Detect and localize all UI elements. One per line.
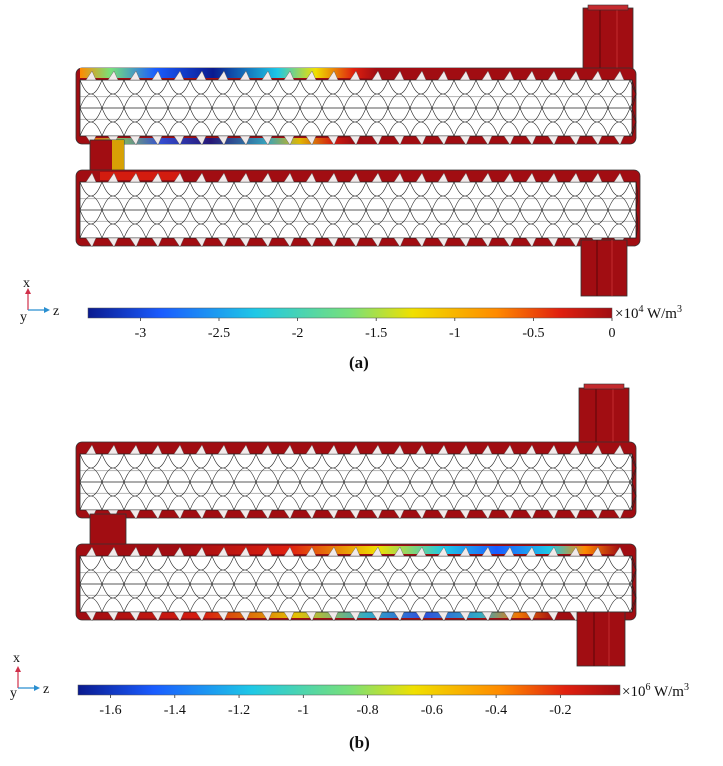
- colorbar-tick-label: 0: [609, 326, 616, 341]
- axis-triad-a: x y z: [20, 276, 59, 325]
- colorbar-tick-label: -1: [297, 703, 309, 718]
- colorbar-tick-label: -1.5: [365, 326, 387, 341]
- colorbar-unit-a: ×104 W/m3: [615, 304, 682, 322]
- colorbar-tick-label: -1.4: [164, 703, 186, 718]
- colorbar-a: -3 -2.5 -2 -1.5 -1 -0.5 0 ×104 W/m3: [87, 304, 682, 341]
- axis-y-label: y: [20, 310, 27, 325]
- colorbar-tick-label: -1: [449, 326, 461, 341]
- axis-x-label: x: [23, 276, 30, 291]
- colorbar-ticks-b: -1.6 -1.4 -1.2 -1 -0.8 -0.6 -0.4 -0.2: [99, 695, 571, 718]
- inlet-pipe-a: [580, 239, 628, 297]
- connector-a: [89, 139, 125, 175]
- upper-tube-b: [75, 441, 637, 520]
- upper-tube-a: [75, 67, 637, 146]
- colorbar-ticks-a: -3 -2.5 -2 -1.5 -1 -0.5 0: [135, 318, 616, 341]
- axis-y-label: y: [10, 686, 17, 701]
- colorbar-tick-label: -0.4: [485, 703, 507, 718]
- colorbar-tick-label: -0.6: [421, 703, 443, 718]
- twisted-tape-pattern: [79, 444, 637, 520]
- lower-tube-a: [75, 169, 641, 248]
- colorbar-b: -1.6 -1.4 -1.2 -1 -0.8 -0.6 -0.4 -0.2 ×106 W/m3: [77, 682, 689, 718]
- colorbar-tick-label: -1.2: [228, 703, 250, 718]
- colorbar-tick-label: -0.8: [356, 703, 378, 718]
- axis-x-label: x: [13, 651, 20, 666]
- colorbar-tick-label: -2: [292, 326, 304, 341]
- colorbar-tick-label: -1.6: [99, 703, 121, 718]
- inlet-pipe-b: [576, 611, 626, 667]
- axis-z-label: z: [43, 682, 49, 697]
- axis-z-label: z: [53, 304, 59, 319]
- colorbar-unit-b: ×106 W/m3: [622, 682, 689, 700]
- axis-triad-b: x y z: [10, 651, 49, 701]
- panel-b: x y z -1.6 -1.4 -1.2 -1 -0.8 -0.6 -0.4 -0.2 ×10…: [10, 383, 689, 752]
- colorbar-tick-label: -2.5: [208, 326, 230, 341]
- colorbar-tick-label: -3: [135, 326, 147, 341]
- twisted-tape-pattern: [79, 172, 638, 248]
- outlet-pipe-a: [582, 4, 634, 73]
- twisted-tape-pattern: [79, 546, 637, 622]
- colorbar-tick-label: -0.5: [522, 326, 544, 341]
- twisted-tape-pattern: [79, 70, 637, 146]
- lower-tube-b: [75, 543, 637, 622]
- colorbar-tick-label: -0.2: [549, 703, 571, 718]
- outlet-pipe-b: [578, 383, 630, 447]
- panel-a: x y z -3 -2.5 -2 -1.5 -1 -0.5 0 ×104 W/m3 (a): [20, 4, 682, 372]
- caption-a: (a): [349, 353, 369, 372]
- caption-b: (b): [349, 733, 370, 752]
